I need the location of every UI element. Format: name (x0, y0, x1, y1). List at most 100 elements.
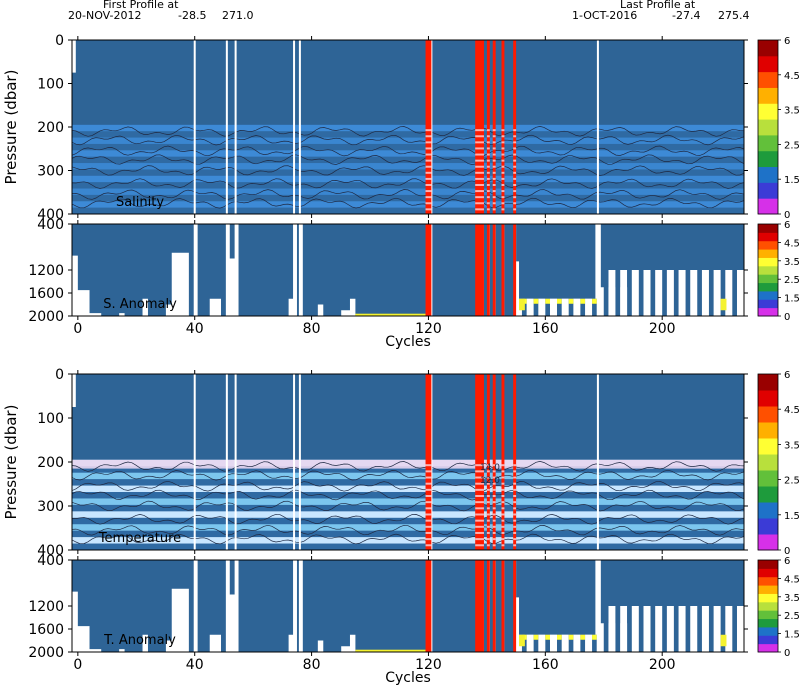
salinity-anomaly-deep-profile (603, 270, 609, 316)
salinity-colorbar-swatch (758, 87, 778, 104)
temperature-colorbar-swatch (758, 438, 778, 455)
temperature-anomaly-deep-profile (650, 606, 656, 652)
salinity-anomaly-sampled-column (519, 224, 523, 299)
temperature-missing-cycle (293, 374, 296, 550)
salinity-missing-cycle (234, 40, 237, 214)
temperature-flag-dash (492, 482, 496, 485)
temperature-anomaly-profile-gap (655, 606, 663, 652)
salinity-anomaly-sampled-column (545, 224, 558, 299)
salinity-flag-dash (501, 135, 505, 138)
temperature-anomaly-yellow-cap (533, 634, 539, 640)
salinity-layer-band (72, 207, 744, 214)
salinity-anomaly-colorbar-swatch (758, 290, 778, 300)
salinity-flag-dash (475, 196, 484, 199)
salinity-contour-line (72, 134, 744, 146)
temperature-anomaly-deep-profile (720, 606, 726, 652)
salinity-colorbar-label: 6 (784, 36, 790, 47)
temperature-colorbar-swatch (758, 502, 778, 519)
temperature-anomaly-sampled-column (101, 560, 120, 652)
salinity-anomaly-deep-profile (720, 270, 726, 316)
temperature-anomaly-yellow-cap (568, 634, 574, 640)
salinity-flag-dash (492, 159, 496, 162)
temperature-anomaly-colorbar-swatch (758, 576, 778, 586)
temperature-flagged-cycle (501, 374, 505, 550)
salinity-anomaly-colorbar-swatch (758, 274, 778, 284)
temperature-flag-dash (501, 513, 505, 516)
salinity-anomaly-flag-block (720, 298, 727, 311)
temperature-anomaly-xtick-label: 40 (186, 657, 204, 673)
temperature-flag-dash (492, 544, 496, 547)
temperature-flag-dash (501, 525, 505, 528)
salinity-missing-cycle (298, 40, 301, 214)
salinity-colorbar-swatch (758, 119, 778, 136)
temperature-colorbar-swatch (758, 390, 778, 407)
temperature-colorbar-label: 3.5 (784, 440, 800, 451)
temperature-flag-dash (425, 501, 432, 504)
salinity-anomaly-missing-cycle (225, 224, 228, 316)
temperature-anomaly-flag-block (519, 634, 525, 647)
temperature-anomaly-deep-profile (533, 634, 539, 652)
temperature-anomaly-flagged-cycle (486, 560, 490, 652)
salinity-anomaly-flagged-cycle (501, 224, 505, 316)
temperature-flag-dash (501, 476, 505, 479)
temperature-flagged-cycle (475, 374, 484, 550)
salinity-field (72, 40, 744, 214)
temperature-flag-dash (486, 507, 490, 510)
temperature-flag-dash (513, 495, 517, 497)
temperature-anomaly-sampled-column (519, 560, 523, 635)
temperature-layer-band (72, 543, 744, 550)
salinity-flag-dash (513, 183, 517, 186)
salinity-missing-cycle (596, 40, 599, 214)
salinity-flagged-cycle (486, 40, 490, 214)
salinity-anomaly-missing-cycle (234, 224, 237, 316)
salinity-anomaly-sampled-column (431, 224, 476, 316)
temperature-anomaly-sampled-column (521, 560, 535, 635)
salinity-colorbar-swatch (758, 103, 778, 120)
salinity-anomaly-sampled-column (533, 224, 546, 299)
temperature-anomaly-deep-profile (673, 606, 679, 652)
temperature-anomaly-yellow-cap (592, 634, 597, 640)
salinity-anomaly-colorbar-swatch (758, 249, 778, 258)
temperature-anomaly-colorbar-swatch (758, 593, 778, 603)
temperature-flag-dash (513, 464, 517, 467)
salinity-layer-band (72, 156, 744, 164)
temperature-flag-dash (513, 525, 517, 528)
salinity-anomaly-profile-gap (678, 270, 686, 316)
salinity-layer-band (72, 163, 744, 170)
temperature-anomaly-flag-block (720, 634, 727, 647)
temperature-flag-dash (501, 531, 505, 534)
temperature-flag-dash (475, 519, 484, 522)
salinity-anomaly-xtick-label: 80 (303, 321, 321, 337)
temperature-anomaly-colorbar-swatch (758, 585, 778, 594)
salinity-anomaly-xtick-label: 40 (186, 321, 204, 337)
salinity-flag-dash (425, 141, 432, 144)
temperature-anomaly-flagged-cycle (425, 560, 432, 652)
temperature-anomaly-field (72, 560, 744, 652)
temperature-flag-dash (486, 488, 490, 491)
temperature-anomaly-missing-cycle (225, 560, 228, 652)
salinity-flag-dash (486, 208, 490, 211)
salinity-flag-dash (492, 177, 496, 180)
salinity-anomaly-deep-profile (557, 298, 562, 316)
temperature-anomaly-deep-profile (603, 606, 609, 652)
temperature-ylabel: Pressure (dbar) (2, 405, 20, 520)
temperature-flag-dash (492, 470, 496, 473)
temperature-anomaly-panel: 400 1200 1600 2000 0 40 80 120 160 200 Cycles T. An… (28, 553, 748, 686)
temperature-flag-dash (513, 513, 517, 516)
temperature-anomaly-yellow-cap (557, 634, 562, 640)
salinity-anomaly-sampled-column (340, 224, 350, 311)
salinity-colorbar-label: 2.5 (784, 140, 800, 151)
salinity-anomaly-ytick-label: 1600 (28, 286, 64, 302)
salinity-anomaly-profile-gap (526, 298, 534, 316)
salinity-flag-dash (475, 153, 484, 156)
first-profile-date: 20-NOV-2012 (68, 9, 142, 22)
temperature-missing-cycle (596, 374, 599, 550)
temperature-flag-dash (425, 470, 432, 473)
temperature-anomaly-missing-cycle (234, 560, 237, 652)
salinity-flagged-cycle (425, 40, 432, 214)
salinity-anomaly-colorbar-label: 6 (784, 220, 790, 231)
salinity-anomaly-sampled-column (495, 224, 502, 316)
temperature-colorbar-swatch (758, 422, 778, 439)
temperature-flag-dash (486, 519, 490, 522)
temperature-anomaly-sampled-column (483, 560, 488, 652)
